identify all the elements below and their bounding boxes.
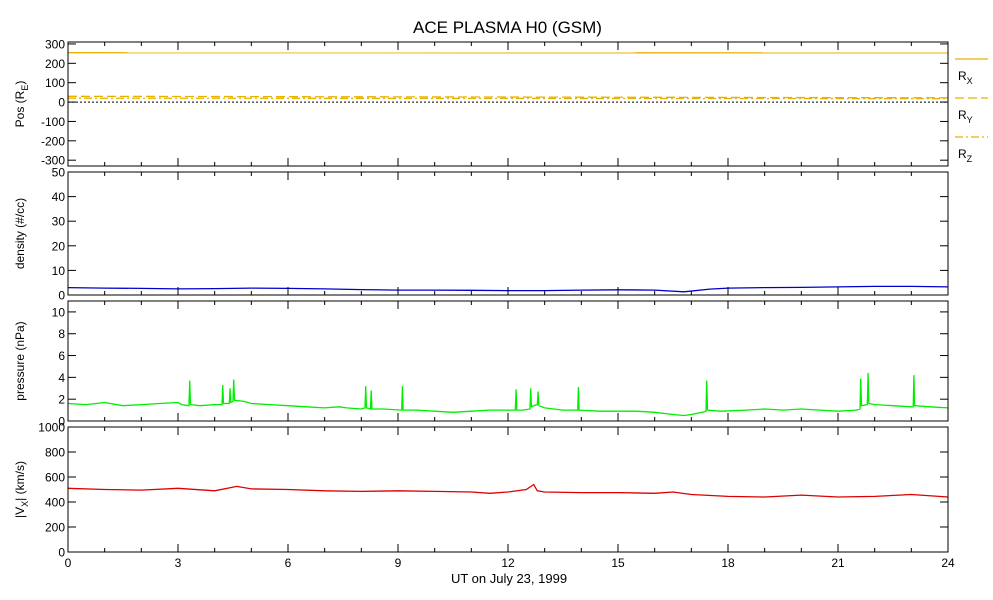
chart-title: ACE PLASMA H0 (GSM) bbox=[413, 18, 602, 37]
y-tick-label: -100 bbox=[41, 115, 65, 129]
y-tick-label: 200 bbox=[45, 57, 65, 71]
y-axis-label-position: Pos (RE) bbox=[13, 81, 30, 128]
y-tick-label: 10 bbox=[52, 264, 66, 278]
y-tick-label: 50 bbox=[52, 166, 66, 180]
series-line-density-0 bbox=[67, 285, 949, 293]
x-tick-label: 18 bbox=[721, 556, 735, 570]
y-tick-label: 100 bbox=[45, 76, 65, 90]
x-tick-label: 15 bbox=[611, 556, 625, 570]
y-tick-label: 0 bbox=[58, 546, 65, 560]
x-tick-label: 21 bbox=[831, 556, 845, 570]
y-tick-label: 0 bbox=[58, 289, 65, 303]
y-tick-label: 8 bbox=[58, 327, 65, 341]
y-tick-label: 20 bbox=[52, 239, 66, 253]
y-tick-label: 4 bbox=[58, 371, 65, 385]
panel-position: 300 200 100 0 -100 -200 -300 Pos (RE) RX RY RZ bbox=[13, 37, 988, 168]
y-tick-label: 40 bbox=[52, 190, 66, 204]
x-tick-label: 6 bbox=[285, 556, 292, 570]
y-axis-label-pressure: pressure (nPa) bbox=[13, 321, 27, 400]
y-tick-label: 600 bbox=[45, 471, 65, 485]
y-tick-label: 2 bbox=[58, 393, 65, 407]
y-tick-label: -300 bbox=[41, 154, 65, 168]
panel-pressure: 0 2 4 6 8 10 pressure (nPa) bbox=[13, 300, 949, 429]
x-tick-label: 9 bbox=[395, 556, 402, 570]
y-tick-label: 200 bbox=[45, 521, 65, 535]
y-tick-label: 10 bbox=[52, 305, 66, 319]
x-tick-label: 12 bbox=[501, 556, 515, 570]
panel-frame-density bbox=[67, 171, 949, 296]
y-axis-label-density: density (#/cc) bbox=[13, 198, 27, 269]
y-tick-label: 30 bbox=[52, 215, 66, 229]
y-tick-label: 400 bbox=[45, 496, 65, 510]
x-tick-label: 24 bbox=[941, 556, 955, 570]
y-tick-label: 0 bbox=[58, 415, 65, 429]
series-line-pressure-0 bbox=[67, 372, 949, 417]
panel-velocity: 0 200 400 600 800 1000 |VX| (km/s) bbox=[13, 421, 949, 560]
x-tick-label: 3 bbox=[175, 556, 182, 570]
y-axis-label-velocity: |VX| (km/s) bbox=[13, 461, 30, 518]
legend-label-y: RY bbox=[958, 108, 973, 125]
y-tick-label: 300 bbox=[45, 37, 65, 51]
y-tick-label: 1000 bbox=[38, 421, 65, 435]
y-tick-label: 0 bbox=[58, 96, 65, 110]
y-tick-label: -200 bbox=[41, 134, 65, 148]
series-line-position-1 bbox=[67, 95, 949, 99]
y-tick-label: 6 bbox=[58, 349, 65, 363]
panel-frame-position bbox=[67, 41, 949, 167]
x-axis-label: UT on July 23, 1999 bbox=[451, 571, 567, 586]
legend-label-z: RZ bbox=[958, 147, 973, 164]
series-line-velocity-0 bbox=[67, 483, 949, 498]
y-tick-label: 800 bbox=[45, 446, 65, 460]
x-tick-label: 0 bbox=[65, 556, 72, 570]
panel-frame-pressure bbox=[67, 300, 949, 422]
legend-label-x: RX bbox=[958, 69, 973, 86]
panel-density: 0 10 20 30 40 50 density (#/cc) bbox=[13, 166, 949, 303]
